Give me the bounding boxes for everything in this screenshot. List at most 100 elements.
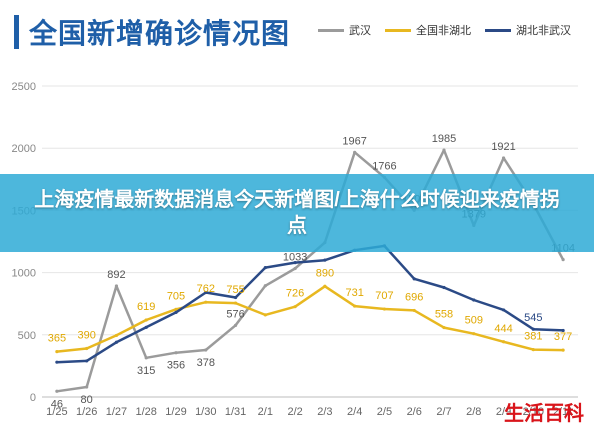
chart-legend: 武汉 全国非湖北 湖北非武汉	[318, 22, 571, 38]
data-point	[472, 332, 476, 336]
site-watermark: 生活百科	[504, 401, 584, 425]
legend-item-hubei-non-wuhan: 湖北非武汉	[485, 22, 571, 38]
data-point	[531, 348, 535, 352]
data-point	[501, 156, 506, 160]
data-point	[85, 385, 89, 389]
data-label: 892	[107, 269, 125, 281]
data-point	[263, 313, 267, 317]
data-point	[472, 298, 476, 302]
data-point	[501, 340, 506, 344]
data-point	[144, 325, 148, 329]
data-point	[55, 389, 59, 393]
data-label: 558	[435, 309, 453, 321]
x-tick-label: 2/3	[317, 406, 332, 418]
data-point	[263, 266, 267, 270]
data-label: 726	[286, 288, 304, 300]
data-point	[114, 340, 119, 344]
chart-title-block: 全国新增确诊情况图	[14, 12, 290, 52]
x-tick-label: 2/9	[496, 406, 511, 418]
data-label: 619	[137, 301, 155, 313]
data-label: 545	[524, 312, 542, 324]
data-point	[293, 266, 297, 271]
data-point	[353, 150, 357, 154]
data-point	[85, 346, 89, 351]
data-label: 378	[197, 357, 215, 369]
x-tick-label: 1/28	[136, 406, 157, 418]
y-tick-label: 0	[30, 392, 36, 404]
data-point	[233, 323, 238, 327]
data-point	[55, 360, 59, 364]
x-tick-label: 1/26	[76, 406, 97, 418]
data-label: 315	[137, 365, 155, 377]
data-label: 707	[375, 290, 393, 302]
x-tick-label: 2/6	[407, 406, 422, 418]
data-point	[442, 148, 446, 152]
headline-banner: 上海疫情最新数据消息今天新增图/上海什么时候迎来疫情拐点	[0, 174, 594, 252]
data-label: 509	[465, 315, 483, 327]
data-point	[174, 310, 178, 315]
series-line-1	[56, 285, 564, 353]
data-point	[412, 277, 416, 281]
x-tick-label: 2/11	[553, 406, 574, 418]
data-point	[85, 359, 89, 363]
legend-label-wuhan: 武汉	[349, 25, 371, 37]
series-line-2	[56, 244, 564, 364]
legend-swatch-wuhan	[318, 28, 344, 32]
data-point	[144, 356, 148, 360]
legend-label-hubei-non-wuhan: 湖北非武汉	[516, 25, 571, 37]
data-label: 731	[345, 287, 363, 299]
data-point	[412, 308, 416, 313]
legend-label-non-hubei: 全国非湖北	[416, 25, 471, 37]
data-point	[233, 295, 238, 300]
data-label: 696	[405, 291, 423, 303]
data-label: 365	[48, 333, 66, 345]
data-point	[114, 333, 119, 338]
data-label: 755	[226, 284, 244, 296]
data-point	[353, 304, 357, 308]
data-point	[233, 301, 238, 305]
data-point	[561, 328, 565, 333]
data-label: 1985	[432, 133, 456, 145]
legend-item-wuhan: 武汉	[318, 22, 371, 38]
data-label: 381	[524, 331, 542, 343]
data-label: 1967	[342, 135, 366, 147]
data-point	[114, 284, 119, 288]
x-tick-label: 2/7	[436, 406, 451, 418]
x-tick-label: 1/27	[106, 406, 127, 418]
data-label: 890	[316, 267, 334, 279]
data-point	[263, 284, 267, 288]
data-point	[561, 258, 565, 262]
x-tick-label: 1/31	[225, 406, 246, 418]
data-point	[442, 325, 446, 330]
x-tick-label: 2/1	[258, 406, 273, 418]
x-tick-label: 2/4	[347, 406, 362, 418]
y-tick-label: 2500	[12, 81, 36, 93]
data-point	[204, 290, 208, 295]
data-point	[174, 307, 178, 311]
data-label: 444	[494, 323, 512, 335]
data-point	[144, 318, 148, 322]
data-label: 576	[226, 308, 244, 320]
data-label: 80	[81, 394, 93, 406]
x-tick-label: 2/2	[287, 406, 302, 418]
data-label: 377	[554, 331, 572, 343]
data-point	[293, 305, 297, 309]
data-label: 390	[77, 329, 95, 341]
data-label: 1033	[283, 251, 307, 263]
headline-text: 上海疫情最新数据消息今天新增图/上海什么时候迎来疫情拐点	[34, 189, 560, 237]
data-label: 46	[51, 398, 63, 410]
data-point	[501, 308, 506, 312]
data-point	[204, 348, 208, 352]
y-tick-label: 500	[18, 330, 36, 342]
y-tick-label: 2000	[12, 143, 36, 155]
data-point	[293, 261, 297, 265]
x-tick-label: 1/29	[165, 406, 186, 418]
data-label: 356	[167, 360, 185, 372]
y-tick-label: 1000	[12, 268, 36, 280]
data-point	[442, 285, 446, 290]
title-accent-bar	[14, 15, 19, 49]
data-point	[323, 258, 327, 262]
data-label: 1921	[491, 141, 515, 153]
data-point	[55, 349, 59, 354]
